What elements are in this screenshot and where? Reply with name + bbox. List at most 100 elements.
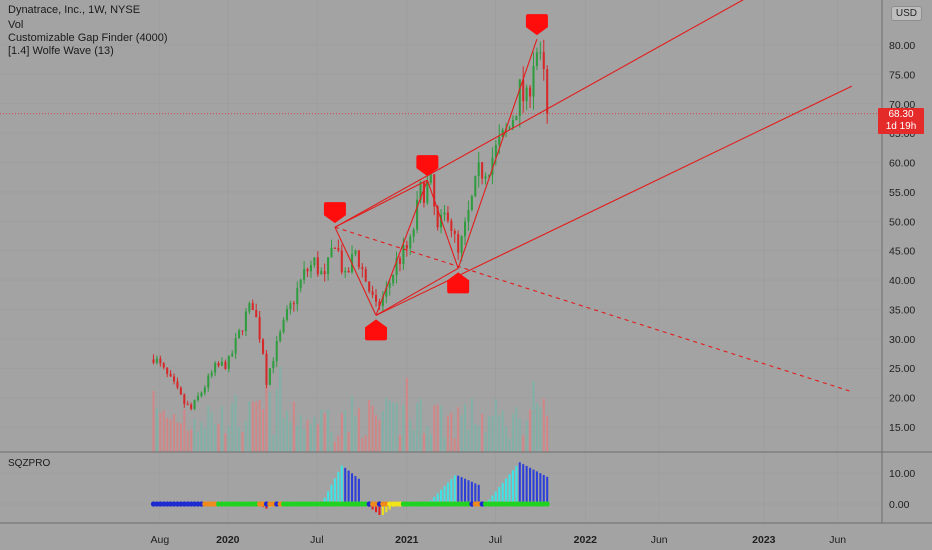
candle-body bbox=[354, 250, 357, 255]
candle-body bbox=[409, 236, 412, 249]
candle-body bbox=[207, 375, 210, 388]
volume-bar bbox=[210, 411, 213, 452]
volume-bar bbox=[179, 423, 182, 452]
volume-bar bbox=[200, 421, 203, 452]
volume-bar bbox=[285, 410, 289, 452]
indicator-wolfe-wave[interactable]: [1.4] Wolfe Wave (13) bbox=[8, 45, 114, 57]
candle-body bbox=[364, 269, 367, 282]
candle-body bbox=[220, 361, 223, 366]
volume-bar bbox=[351, 396, 354, 452]
squeeze-bar bbox=[532, 469, 535, 504]
y-tick-label: 15.00 bbox=[889, 422, 915, 434]
candle-body bbox=[388, 283, 391, 288]
volume-bar bbox=[508, 438, 511, 452]
volume-bar bbox=[529, 409, 532, 452]
candle-body bbox=[183, 394, 186, 405]
candle-body bbox=[196, 396, 200, 400]
candle-body bbox=[244, 311, 247, 332]
volume-bar bbox=[405, 377, 408, 452]
squeeze-bar bbox=[374, 504, 378, 513]
volume-bar bbox=[464, 404, 467, 452]
candle-body bbox=[419, 182, 422, 200]
volume-bar bbox=[467, 429, 470, 452]
volume-bar bbox=[309, 424, 312, 452]
candle-body bbox=[477, 162, 480, 177]
volume-bar bbox=[453, 438, 456, 452]
volume-bar bbox=[299, 415, 302, 452]
squeeze-bar bbox=[436, 493, 439, 504]
candle-body bbox=[265, 353, 268, 385]
candle-body bbox=[344, 270, 347, 273]
squeeze-bar bbox=[508, 474, 511, 504]
candle-body bbox=[320, 271, 323, 275]
candle-body bbox=[347, 270, 350, 273]
squeeze-dot bbox=[544, 501, 550, 507]
candle-body bbox=[491, 157, 494, 176]
candle-body bbox=[443, 212, 446, 215]
indicator-vol[interactable]: Vol bbox=[8, 19, 24, 31]
candle-body bbox=[166, 367, 169, 374]
volume-bar bbox=[196, 431, 200, 452]
volume-bar bbox=[292, 401, 295, 452]
volume-bar bbox=[426, 426, 429, 452]
candle-body bbox=[214, 363, 217, 373]
volume-bar bbox=[498, 415, 501, 452]
squeeze-bar bbox=[327, 491, 330, 504]
squeeze-bar bbox=[464, 478, 467, 504]
candle-body bbox=[299, 279, 302, 289]
y-tick-label: 20.00 bbox=[889, 393, 915, 405]
volume-bar bbox=[320, 409, 323, 452]
last-price-value: 68.30 bbox=[888, 109, 914, 120]
candle-body bbox=[217, 363, 220, 366]
currency-button[interactable]: USD bbox=[890, 6, 922, 21]
volume-bar bbox=[474, 424, 477, 452]
squeeze-bar bbox=[354, 476, 357, 504]
volume-bar bbox=[241, 432, 244, 452]
volume-bar bbox=[176, 422, 179, 452]
volume-bar bbox=[429, 434, 432, 452]
squeeze-bar bbox=[388, 504, 391, 510]
volume-bar bbox=[344, 410, 347, 452]
volume-bar bbox=[337, 435, 340, 452]
wolfe-marker bbox=[323, 202, 346, 224]
squeeze-bar bbox=[518, 462, 521, 504]
candle-body bbox=[333, 247, 336, 249]
volume-bar bbox=[159, 412, 162, 452]
candle-body bbox=[255, 310, 258, 318]
indicator-gap-finder[interactable]: Customizable Gap Finder (4000) bbox=[8, 32, 168, 44]
candle-body bbox=[511, 120, 514, 128]
candle-body bbox=[529, 87, 532, 97]
y-tick-label: 60.00 bbox=[889, 158, 915, 170]
volume-bar bbox=[333, 441, 336, 452]
squeeze-bar bbox=[494, 491, 497, 504]
candle-body bbox=[241, 330, 244, 332]
candle-body bbox=[262, 339, 265, 354]
candle-body bbox=[323, 271, 326, 275]
squeeze-bar bbox=[433, 496, 436, 504]
volume-bar bbox=[542, 398, 545, 452]
volume-bar bbox=[169, 419, 172, 452]
volume-bar bbox=[494, 399, 497, 452]
squeeze-bar bbox=[539, 473, 542, 504]
volume-bar bbox=[186, 430, 189, 452]
candle-body bbox=[306, 268, 309, 272]
volume-bar bbox=[477, 426, 480, 452]
candle-body bbox=[292, 303, 295, 305]
wolfe-marker bbox=[365, 319, 388, 341]
candle-body bbox=[422, 182, 425, 203]
candle-body bbox=[450, 220, 453, 232]
candle-body bbox=[532, 65, 535, 97]
squeeze-bar bbox=[515, 465, 518, 504]
squeeze-bar bbox=[529, 467, 532, 504]
candle-body bbox=[169, 373, 172, 377]
sqz-tick-label: 0.00 bbox=[889, 499, 910, 511]
candle-body bbox=[296, 288, 299, 305]
squeeze-bar bbox=[378, 504, 381, 516]
candle-body bbox=[378, 301, 381, 307]
volume-bar bbox=[217, 424, 220, 452]
candle-body bbox=[457, 234, 460, 253]
volume-bar bbox=[268, 391, 271, 452]
sqzpro-label[interactable]: SQZPRO bbox=[8, 458, 51, 469]
volume-bar bbox=[501, 410, 504, 452]
wolfe-marker bbox=[525, 14, 548, 36]
